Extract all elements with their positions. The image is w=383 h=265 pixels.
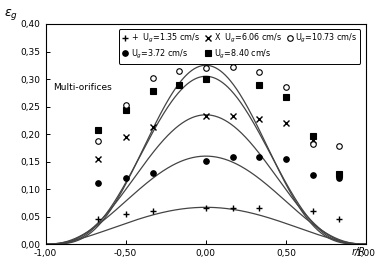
Text: Multi-orifices: Multi-orifices	[54, 83, 112, 92]
Legend: +  U$_g$=1.35 cm/s, U$_g$=3.72 cm/s, X  U$_g$=6.06 cm/s, U$_g$=8.40 cm/s, U$_g$=: + U$_g$=1.35 cm/s, U$_g$=3.72 cm/s, X U$…	[118, 29, 360, 64]
Text: $\varepsilon_g$: $\varepsilon_g$	[4, 7, 18, 22]
Text: r/R: r/R	[352, 247, 366, 257]
